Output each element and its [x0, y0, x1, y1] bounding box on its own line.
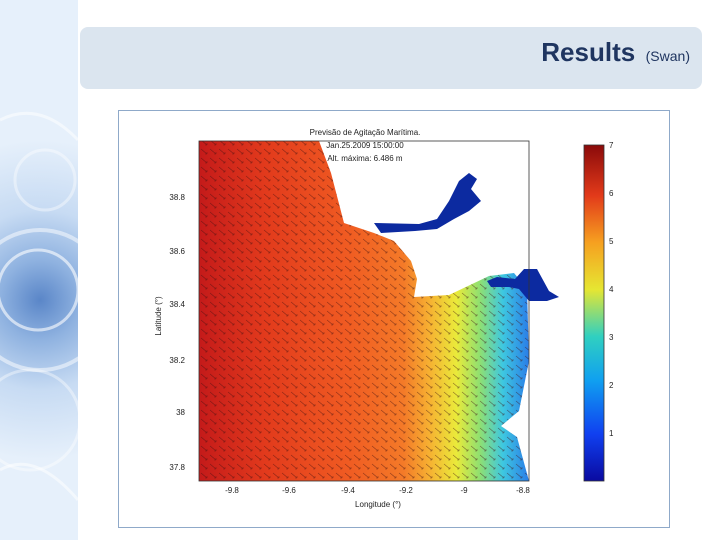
figure-title-line-2: Jan.25.2009 15:00:00: [326, 141, 404, 150]
y-tick-label: 37.8: [169, 463, 185, 472]
x-tick-label: -9.2: [399, 486, 413, 495]
colorbar-tick-label: 5: [609, 237, 614, 246]
colorbar-tick-label: 3: [609, 333, 614, 342]
x-axis-label: Longitude (°): [355, 500, 401, 509]
colorbar-tick-label: 4: [609, 285, 614, 294]
swan-figure: Previsão de Agitação Marítima. Jan.25.20…: [118, 110, 670, 528]
colorbar-tick-label: 1: [609, 429, 614, 438]
slide-title: Results (Swan): [541, 37, 690, 68]
y-tick-label: 38.8: [169, 193, 185, 202]
figure-title-line-3: Alt. máxima: 6.486 m: [327, 154, 402, 163]
decorative-water-art: [0, 0, 78, 540]
water-swirl-graphic: [0, 111, 78, 501]
figure-title-line-1: Previsão de Agitação Marítima.: [310, 128, 421, 137]
colorbar-tick-label: 6: [609, 189, 614, 198]
x-tick-label: -9.8: [225, 486, 239, 495]
colorbar-tick-label: 7: [609, 141, 614, 150]
y-tick-label: 38.2: [169, 356, 185, 365]
swan-plot: Previsão de Agitação Marítima. Jan.25.20…: [154, 128, 614, 509]
title-bar: Results (Swan): [80, 27, 702, 89]
colorbar-tick-label: 2: [609, 381, 614, 390]
x-tick-label: -8.8: [516, 486, 530, 495]
y-axis-label: Latitude (°): [154, 296, 163, 336]
title-subtitle: (Swan): [645, 48, 690, 64]
map-area: [198, 140, 559, 482]
x-tick-label: -9.4: [341, 486, 355, 495]
y-tick-label: 38.6: [169, 247, 185, 256]
title-main: Results: [541, 37, 636, 67]
y-tick-label: 38: [176, 408, 185, 417]
colorbar: [583, 144, 605, 482]
x-tick-label: -9: [460, 486, 468, 495]
y-tick-label: 38.4: [169, 300, 185, 309]
x-tick-label: -9.6: [282, 486, 296, 495]
